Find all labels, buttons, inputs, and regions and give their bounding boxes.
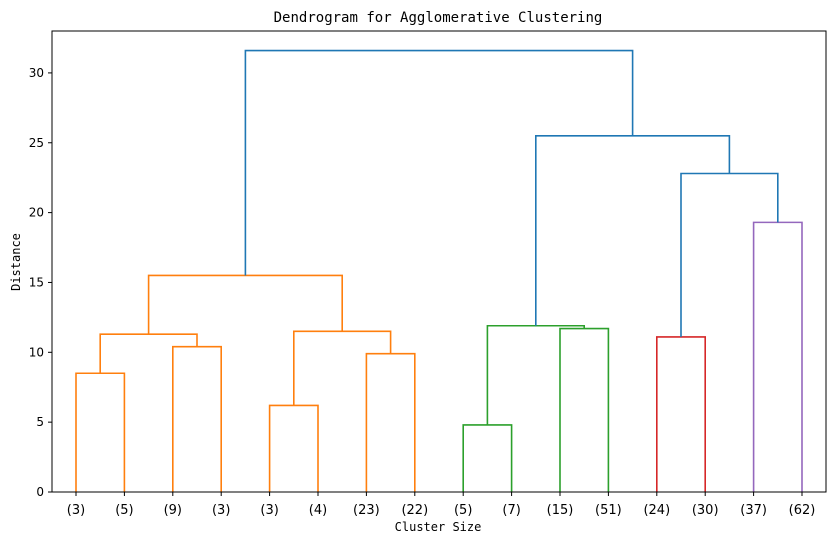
x-tick-label: (22) [401, 503, 428, 518]
y-tick-label: 10 [29, 345, 44, 359]
x-tick-label: (3) [212, 503, 230, 518]
x-tick-label: (30) [692, 503, 719, 518]
dendrogram-link [75, 372, 126, 492]
x-tick-label: (3) [67, 503, 85, 518]
dendrogram-link [268, 404, 319, 492]
x-tick-label: (5) [115, 503, 133, 518]
y-axis-label: Distance [9, 233, 23, 291]
x-tick-label: (37) [740, 503, 767, 518]
dendrogram-link [462, 424, 513, 492]
dendrogram-link [680, 172, 779, 337]
y-tick-label: 15 [29, 275, 44, 289]
y-tick-label: 5 [36, 415, 44, 429]
y-tick-label: 25 [29, 136, 44, 150]
dendrogram-link [752, 221, 803, 492]
dendrogram-link [172, 345, 222, 492]
x-tick-label: (62) [789, 503, 816, 518]
plot-frame [51, 30, 827, 493]
dendrogram-link [656, 336, 706, 492]
dendrogram-link [293, 330, 392, 406]
x-tick-label: (24) [643, 503, 670, 518]
dendrogram-link [535, 134, 731, 326]
dendrogram-link [99, 333, 198, 374]
x-tick-label: (3) [260, 503, 278, 518]
y-tick-label: 20 [29, 206, 44, 220]
dendrogram-link [365, 352, 416, 492]
x-tick-label: (51) [595, 503, 622, 518]
dendrogram-link [486, 324, 585, 425]
y-tick-label: 0 [36, 485, 44, 499]
dendrogram-link [559, 327, 610, 492]
x-tick-label: (9) [164, 503, 182, 518]
dendrogram-link [147, 274, 343, 335]
chart-title: Dendrogram for Agglomerative Clustering [274, 10, 603, 26]
x-tick-label: (5) [454, 503, 472, 518]
x-tick-label: (23) [353, 503, 380, 518]
x-axis-label: Cluster Size [395, 520, 482, 534]
x-tick-label: (15) [547, 503, 574, 518]
x-axis: (3) (5) (9) (3) (3) (4) (23) (22) (5) (7) (15) (51)… [67, 492, 816, 518]
x-tick-label: (7) [502, 503, 520, 518]
dendrogram-links [75, 49, 803, 492]
x-tick-label: (4) [309, 503, 327, 518]
y-axis: 0 5 10 15 20 25 30 [29, 66, 52, 499]
y-tick-label: 30 [29, 66, 44, 80]
dendrogram-link [244, 49, 634, 276]
